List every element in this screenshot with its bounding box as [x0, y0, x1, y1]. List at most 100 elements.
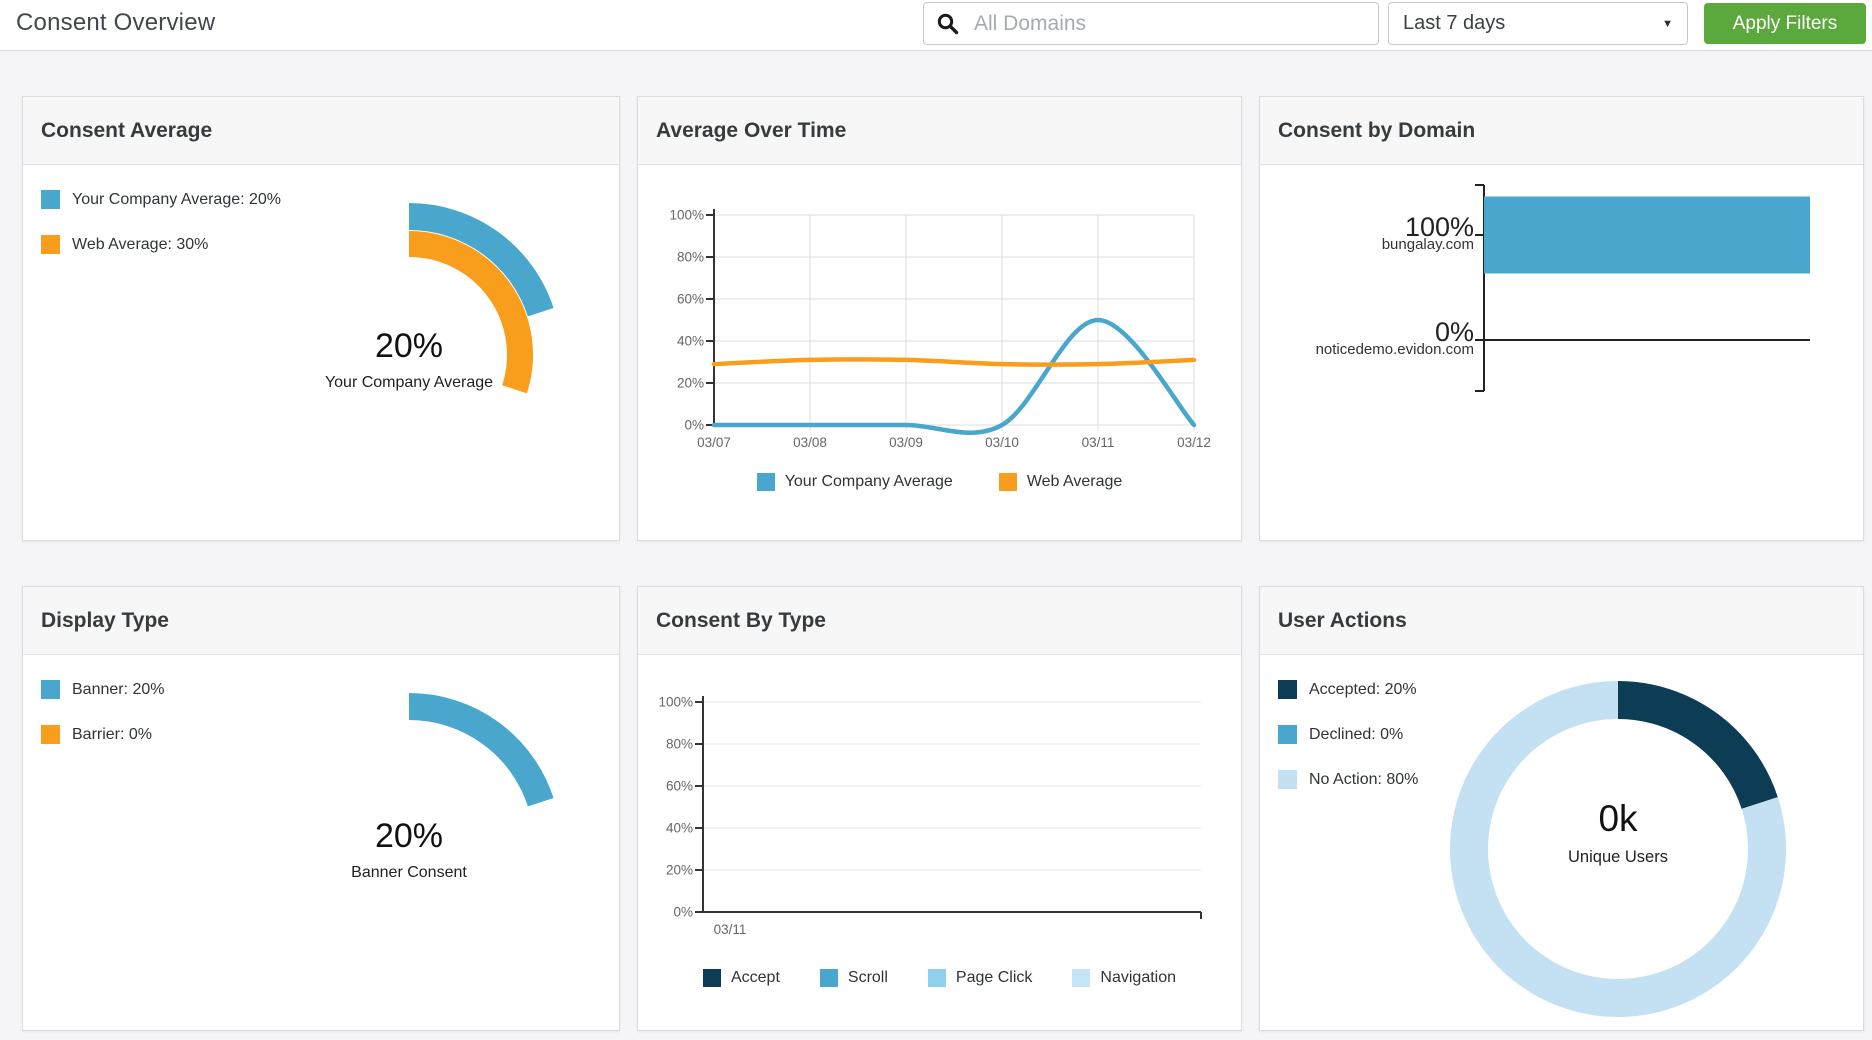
caret-down-icon: ▼	[1662, 17, 1673, 30]
legend-item: No Action: 80%	[1278, 770, 1418, 789]
legend-swatch	[41, 725, 60, 744]
gauge-center-label: Banner Consent	[351, 864, 467, 881]
consent-by-type-legend: Accept Scroll Page Click Navigation	[638, 969, 1241, 987]
legend-item: Your Company Average	[756, 473, 953, 491]
average-over-time-legend: Your Company Average Web Average	[638, 473, 1241, 491]
dashboard-grid: Consent Average Your Company Average: 20…	[0, 51, 1872, 1031]
legend-label: Your Company Average	[784, 473, 953, 490]
legend-label: Banner: 20%	[72, 680, 165, 698]
donut-segment	[1617, 681, 1778, 810]
display-type-gauge-chart: 20% Banner Consent	[351, 693, 554, 881]
x-tick-label: 03/08	[793, 435, 827, 450]
bar-category-label: bungalay.com	[1382, 236, 1474, 253]
bar	[1484, 196, 1810, 274]
y-tick-label: 20%	[666, 863, 693, 878]
card-title: Consent By Type	[656, 608, 826, 632]
gauge-center-value: 20%	[375, 327, 443, 365]
y-tick-label: 0%	[673, 905, 693, 920]
bar-value-label: 0%	[1435, 317, 1474, 347]
search-input[interactable]	[972, 10, 1366, 37]
consent-average-legend: Your Company Average: 20% Web Average: 30…	[41, 190, 281, 254]
legend-label: Your Company Average: 20%	[72, 190, 282, 208]
bar-category-label: noticedemo.evidon.com	[1316, 341, 1474, 358]
page-title: Consent Overview	[16, 9, 216, 36]
gauge-arc	[408, 693, 554, 807]
legend-item: Accept	[702, 969, 780, 987]
consent-by-type-chart: 0% 20% 40% 60% 80% 100% 03/11	[658, 695, 1202, 937]
x-tick-label: 03/09	[889, 435, 923, 450]
legend-swatch	[702, 969, 721, 987]
legend-label: Barrier: 0%	[72, 725, 153, 743]
card-header: Consent Average	[23, 97, 619, 165]
apply-filters-button[interactable]: Apply Filters	[1704, 3, 1866, 44]
y-tick-label: 20%	[677, 376, 704, 391]
legend-label: Scroll	[847, 969, 888, 986]
legend-swatch	[1278, 770, 1297, 789]
x-tick-label: 03/11	[714, 922, 747, 937]
card-display-type: Display Type Banner: 20% Barrier: 0% 20% B…	[22, 586, 620, 1031]
legend-item: Accepted: 20%	[1278, 680, 1418, 699]
legend-swatch	[1072, 969, 1091, 987]
y-tick-label: 0%	[684, 418, 704, 433]
card-consent-by-domain: Consent by Domain 100% bungalay.com 0% noti…	[1259, 96, 1864, 541]
legend-swatch	[1278, 725, 1297, 744]
legend-label: Page Click	[955, 969, 1033, 986]
donut-segment	[1450, 681, 1786, 1017]
y-tick-label: 40%	[677, 334, 704, 349]
legend-label: Accept	[730, 969, 780, 986]
consent-average-gauge-chart: 20% Your Company Average	[325, 203, 554, 394]
display-type-legend: Banner: 20% Barrier: 0%	[41, 680, 165, 744]
y-tick-label: 40%	[666, 821, 693, 836]
legend-item: Barrier: 0%	[41, 725, 165, 744]
gauge-arc	[408, 203, 554, 317]
y-tick-label: 80%	[677, 250, 704, 265]
legend-item: Page Click	[927, 969, 1033, 987]
legend-label: Accepted: 20%	[1309, 680, 1417, 698]
legend-label: No Action: 80%	[1309, 770, 1419, 788]
user-actions-donut-chart: 0k Unique Users	[1450, 681, 1786, 1017]
card-header: User Actions	[1260, 587, 1863, 655]
donut-center-label: Unique Users	[1568, 848, 1668, 866]
card-header: Average Over Time	[638, 97, 1241, 165]
domain-search-box	[923, 2, 1379, 45]
card-header: Consent By Type	[638, 587, 1241, 655]
donut-center-value: 0k	[1598, 798, 1638, 839]
card-consent-by-type: Consent By Type 0% 20% 40% 60% 80% 100% 03/11 …	[637, 586, 1242, 1031]
legend-item: Navigation	[1072, 969, 1176, 987]
date-range-select[interactable]: Last 7 days ▼	[1388, 2, 1688, 45]
legend-swatch	[998, 473, 1017, 491]
y-tick-label: 60%	[677, 292, 704, 307]
line-series	[711, 357, 1197, 367]
legend-swatch	[41, 190, 60, 209]
legend-label: Navigation	[1100, 969, 1177, 986]
card-title: Consent by Domain	[1278, 118, 1476, 142]
legend-item: Scroll	[819, 969, 888, 987]
card-title: User Actions	[1278, 608, 1407, 632]
x-tick-label: 03/12	[1177, 435, 1211, 450]
search-icon	[937, 13, 959, 34]
average-over-time-chart: 0% 20% 40% 60% 80% 100% 03/07 03/08 03/09 03/10 03…	[669, 208, 1211, 451]
card-consent-average: Consent Average Your Company Average: 20…	[22, 96, 620, 541]
gauge-center-label: Your Company Average	[325, 374, 493, 391]
card-title: Consent Average	[41, 118, 213, 142]
legend-label: Web Average: 30%	[72, 235, 209, 253]
legend-swatch	[41, 680, 60, 699]
card-average-over-time: Average Over Time 0% 20% 40% 60% 80% 100% 03/0…	[637, 96, 1242, 541]
legend-item: Web Average	[998, 473, 1122, 491]
consent-by-domain-chart: 100%bungalay.com 0%noticedemo.evidon.com	[1316, 184, 1810, 392]
x-tick-label: 03/07	[697, 435, 731, 450]
legend-swatch	[41, 235, 60, 254]
card-title: Average Over Time	[656, 118, 847, 142]
x-tick-label: 03/10	[985, 435, 1019, 450]
line-series	[711, 317, 1197, 435]
bar-value-label: 100%	[1405, 212, 1474, 242]
date-range-value: Last 7 days	[1403, 12, 1506, 34]
x-tick-label: 03/11	[1082, 435, 1115, 450]
y-tick-label: 60%	[666, 779, 693, 794]
gauge-arc	[408, 231, 533, 394]
card-header: Display Type	[23, 587, 619, 655]
legend-swatch	[1278, 680, 1297, 699]
legend-swatch	[819, 969, 838, 987]
legend-label: Declined: 0%	[1309, 725, 1404, 743]
y-tick-label: 100%	[658, 695, 693, 710]
